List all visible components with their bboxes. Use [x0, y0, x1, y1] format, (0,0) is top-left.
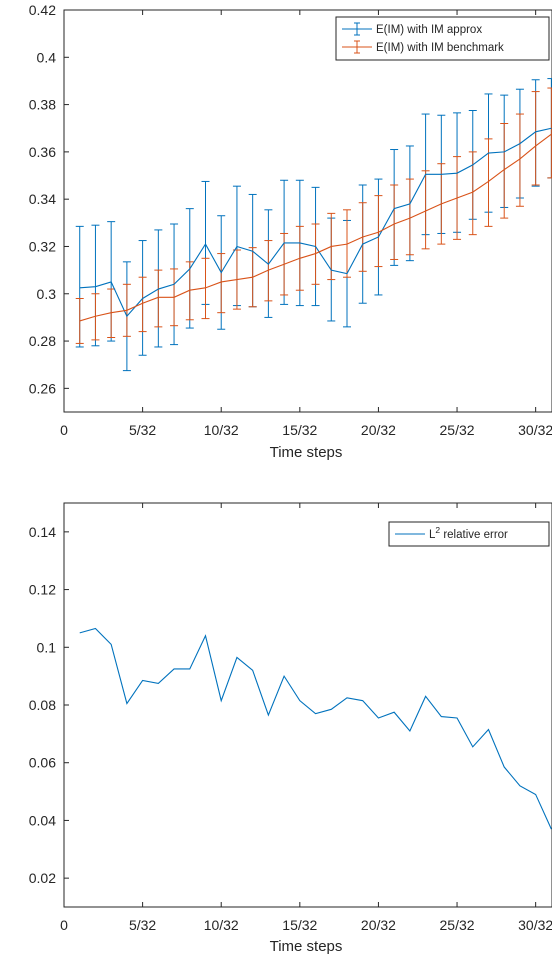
legend-entry-1: E(IM) with IM benchmark: [376, 42, 504, 54]
series-line-1: [79, 133, 552, 322]
x-tick-label: 10/32: [204, 917, 239, 933]
x-axis-label: Time steps: [270, 938, 343, 955]
y-tick-label: 0.08: [29, 697, 56, 713]
legend-entry-0: E(IM) with IM approx: [376, 24, 482, 36]
legend-entry-0: L2 relative error: [429, 525, 508, 541]
y-tick-label: 0.34: [29, 191, 56, 207]
series-line-0: [79, 127, 552, 318]
top-plot: 0 5/32 10/32 15/32 20/32 25/32 30/32 0.26 0.28 0.…: [29, 2, 552, 461]
y-tick-label: 0.28: [29, 333, 56, 349]
x-tick-label: 15/32: [282, 422, 317, 438]
legend-text-base: L: [429, 529, 436, 541]
legend-box: [335, 16, 550, 61]
y-tick-label: 0.1: [37, 639, 57, 655]
y-tick-label: 0.26: [29, 380, 56, 396]
plot-area: [79, 627, 552, 830]
x-tick-label: 25/32: [440, 917, 475, 933]
y-tick-label: 0.12: [29, 582, 56, 598]
x-tick-label: 30/32: [518, 422, 552, 438]
legend-text-sup: 2: [435, 525, 440, 535]
x-tick-label: 0: [60, 422, 68, 438]
x-tick-label: 0: [60, 917, 68, 933]
y-tick-label: 0.14: [29, 524, 56, 540]
y-tick-label: 0.06: [29, 755, 56, 771]
x-tick-label: 25/32: [440, 422, 475, 438]
x-tick-label: 15/32: [282, 917, 317, 933]
plot-area: [75, 78, 552, 372]
y-tick-label: 0.42: [29, 2, 56, 18]
y-tick-label: 0.36: [29, 144, 56, 160]
x-tick-label: 5/32: [129, 917, 156, 933]
y-tick-label: 0.04: [29, 812, 56, 828]
axes-box: [63, 9, 552, 413]
axes-box: [63, 502, 552, 908]
y-tick-label: 0.4: [37, 49, 57, 65]
x-tick-label: 5/32: [129, 422, 156, 438]
x-tick-label: 10/32: [204, 422, 239, 438]
x-axis-label: Time steps: [270, 444, 343, 461]
series-line-0: [79, 627, 552, 830]
y-tick-label: 0.02: [29, 870, 56, 886]
x-tick-label: 20/32: [361, 422, 396, 438]
y-tick-label: 0.38: [29, 97, 56, 113]
bottom-plot: 0 5/32 10/32 15/32 20/32 25/32 30/32 0.02 0.04 0.…: [29, 502, 552, 955]
y-tick-label: 0.32: [29, 238, 56, 254]
x-tick-label: 20/32: [361, 917, 396, 933]
legend-text-rest: relative error: [440, 529, 508, 541]
x-tick-label: 30/32: [518, 917, 552, 933]
y-tick-label: 0.3: [37, 286, 57, 302]
